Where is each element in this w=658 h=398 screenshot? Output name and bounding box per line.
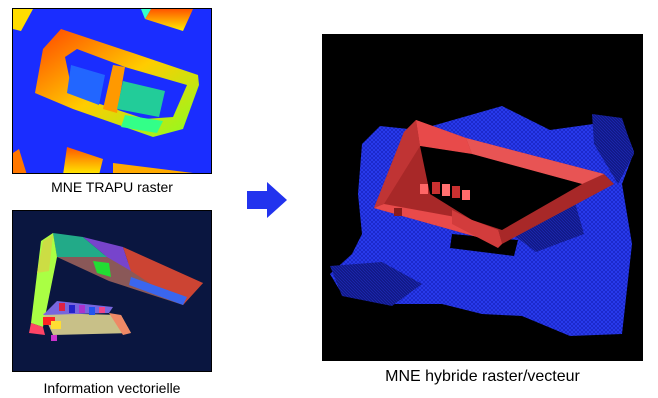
raster-caption: MNE TRAPU raster	[51, 179, 173, 195]
hybrid-dsm-image	[322, 34, 643, 361]
vector-caption: Information vectorielle	[43, 380, 181, 396]
arrow-icon	[247, 182, 287, 218]
hybrid-caption: MNE hybride raster/vecteur	[385, 368, 580, 385]
raster-dsm-image	[12, 8, 212, 174]
vector-info-image	[12, 210, 212, 372]
